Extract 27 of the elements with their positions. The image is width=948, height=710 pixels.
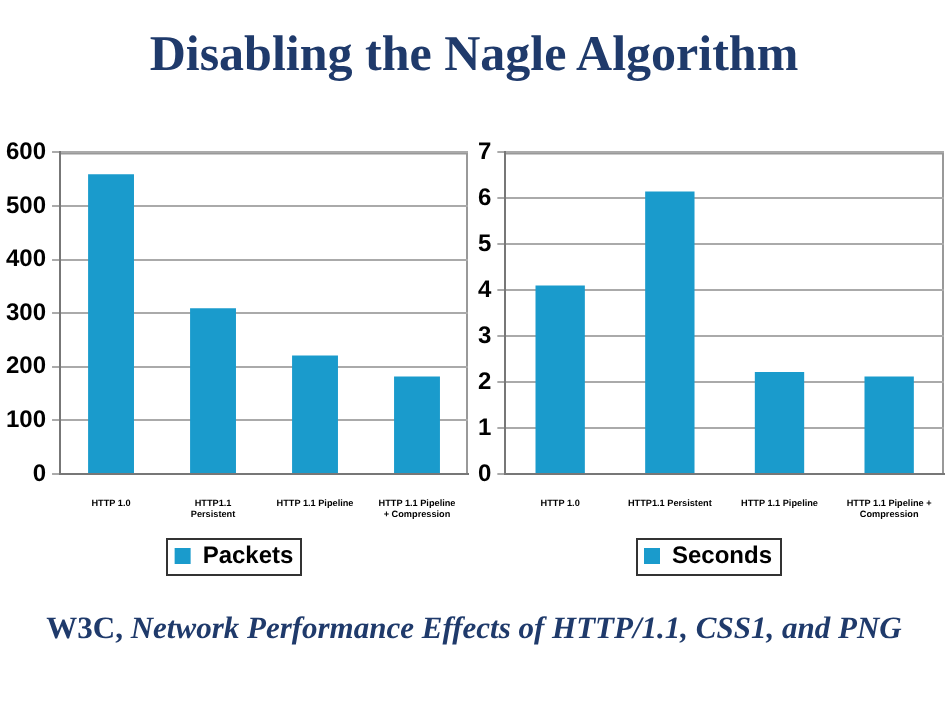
- bar: [88, 174, 134, 473]
- y-tick-label: 3: [477, 320, 492, 349]
- y-tick-label: 4: [477, 274, 492, 303]
- y-tick-label: 2: [477, 366, 492, 395]
- y-tick-label: 0: [32, 458, 47, 487]
- y-tick-label: 400: [5, 244, 47, 273]
- bar: [645, 191, 695, 473]
- bar: [394, 376, 440, 473]
- bar: [864, 376, 914, 473]
- y-tick-label: 600: [5, 137, 47, 166]
- bar: [190, 308, 236, 473]
- y-tick-label: 100: [5, 404, 47, 433]
- y-tick-label: 0: [477, 458, 492, 487]
- y-tick-label: 5: [477, 228, 492, 257]
- bar: [535, 285, 585, 473]
- chart-title: Disabling the Nagle Algorithm: [147, 28, 801, 84]
- text: W3C, Network Performance Effects of HTTP/1.1, CSS1, and PNG: [46, 612, 902, 646]
- y-tick-label: 6: [477, 182, 492, 211]
- y-tick-label: 7: [477, 137, 492, 166]
- y-tick-label: 300: [5, 297, 47, 326]
- legend-label: Packets: [202, 540, 295, 569]
- bar: [292, 355, 338, 473]
- y-tick-label: 200: [5, 351, 47, 380]
- y-tick-label: 1: [477, 412, 492, 441]
- bar: [754, 371, 805, 473]
- y-tick-label: 500: [5, 190, 47, 219]
- legend-label: Seconds: [671, 540, 773, 569]
